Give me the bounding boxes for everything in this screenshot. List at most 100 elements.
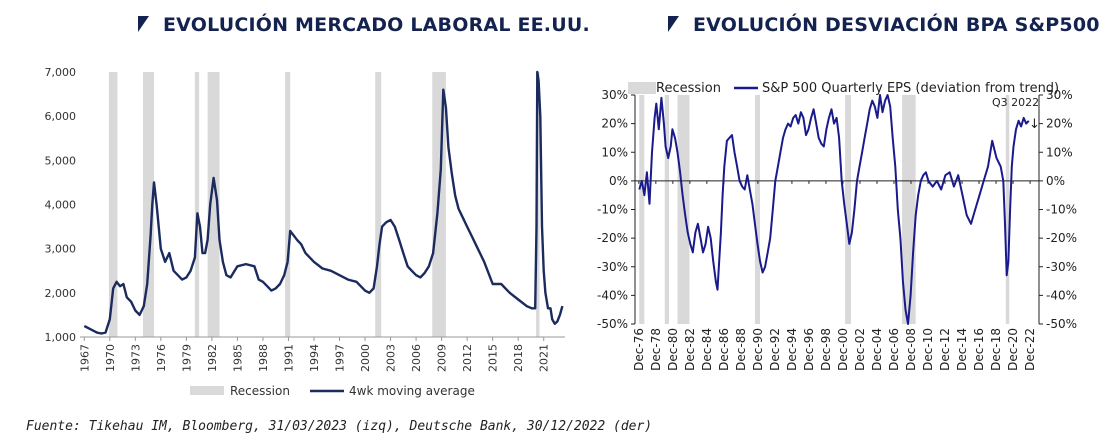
x-tick-label: 2000 — [359, 344, 372, 372]
right-chart: -50% -50% -40% -40% -30% -30% -20% -20% -10% -10%… — [597, 81, 1077, 371]
x-tick-label: 1970 — [104, 344, 117, 372]
x-tick-label: Dec-82 — [683, 328, 697, 371]
x-tick-label: Dec-04 — [870, 328, 884, 371]
x-tick-label: 1973 — [129, 344, 142, 372]
x-tick-label: Dec-78 — [649, 328, 663, 371]
x-tick-label: Dec-02 — [853, 328, 867, 371]
x-tick-label: Dec-90 — [751, 328, 765, 371]
x-tick-label: 1967 — [78, 344, 91, 372]
x-tick-label: Dec-98 — [819, 328, 833, 371]
y-tick-label: 5,000 — [45, 154, 77, 167]
recession-band — [375, 72, 382, 337]
x-tick-label: Dec-12 — [938, 328, 952, 371]
x-tick-label: Dec-76 — [632, 328, 646, 371]
recession-band — [639, 95, 645, 324]
x-tick-label: Dec-86 — [717, 328, 731, 371]
y-tick-label-left: -30% — [597, 260, 628, 274]
y-tick-label: 1,000 — [45, 331, 77, 344]
x-tick-label: Dec-08 — [904, 328, 918, 371]
y-tick-label-right: 0% — [1046, 174, 1065, 188]
y-tick-label: 2,000 — [45, 287, 77, 300]
flag-icon — [138, 16, 149, 32]
flag-icon — [668, 16, 679, 32]
annotation-arrow: ↓ — [1029, 117, 1040, 132]
recession-bands — [639, 95, 1010, 324]
y-tick-label: 6,000 — [45, 110, 77, 123]
y-tick-label-left: 20% — [601, 117, 628, 131]
recession-band — [108, 72, 118, 337]
x-tick-label: 1982 — [206, 344, 219, 372]
legend-recession-label: Recession — [656, 81, 721, 96]
y-tick-label-right: -30% — [1046, 260, 1077, 274]
x-tick-label: 2003 — [385, 344, 398, 372]
x-tick-label: 1976 — [155, 344, 168, 372]
recession-band — [845, 95, 852, 324]
source-note: Fuente: Tikehau IM, Bloomberg, 31/03/202… — [26, 419, 653, 434]
x-tick-label: 2006 — [410, 344, 423, 372]
x-tick-label: Dec-06 — [887, 328, 901, 371]
q3-2022-annotation: Q3 2022 — [992, 96, 1039, 109]
x-tick-label: 1994 — [308, 344, 321, 372]
y-tick-label-left: -10% — [597, 203, 628, 217]
left-title-text: EVOLUCIÓN MERCADO LABORAL EE.UU. — [163, 14, 590, 36]
x-tick-label: 1979 — [180, 344, 193, 372]
y-tick-label-left: -20% — [597, 231, 628, 245]
series-line-group — [83, 70, 564, 335]
recession-band — [754, 95, 761, 324]
x-tick-label: 2021 — [538, 344, 551, 372]
x-tick-label: 2012 — [461, 344, 474, 372]
legend: Recession 4wk moving average — [190, 384, 475, 398]
x-tick-label: Dec-14 — [955, 328, 969, 371]
y-tick-label-left: 10% — [601, 145, 628, 159]
legend-recession-label: Recession — [230, 384, 290, 398]
y-tick-label: 7,000 — [45, 66, 77, 79]
y-tick-label-right: -40% — [1046, 288, 1077, 302]
y-tick-label: 3,000 — [45, 243, 77, 256]
x-tick-label: 2009 — [436, 344, 449, 372]
legend-recession-swatch — [190, 386, 224, 395]
x-tick-label: 1988 — [257, 344, 270, 372]
x-tick-label: Dec-22 — [1023, 328, 1037, 371]
y-tick-label-right: -20% — [1046, 231, 1077, 245]
recession-band — [285, 72, 291, 337]
x-tick-label: Dec-92 — [768, 328, 782, 371]
x-tick-label: 1997 — [334, 344, 347, 372]
y-tick-label-right: -50% — [1046, 317, 1077, 331]
x-tick-label: Dec-18 — [989, 328, 1003, 371]
x-tick-label: 1985 — [231, 344, 244, 372]
right-title-text: EVOLUCIÓN DESVIACIÓN BPA S&P500 — [693, 14, 1100, 36]
x-tick-label: Dec-16 — [972, 328, 986, 371]
y-tick-label-right: 10% — [1046, 145, 1073, 159]
series-line-group — [638, 94, 1030, 325]
y-tick-label-left: 30% — [601, 88, 628, 102]
legend: Recession S&P 500 Quarterly EPS (deviati… — [628, 81, 1059, 96]
x-tick-label: Dec-94 — [785, 328, 799, 371]
recession-bands — [108, 72, 540, 337]
recession-band — [142, 72, 155, 337]
y-tick-label-left: -50% — [597, 317, 628, 331]
recession-band — [1005, 95, 1010, 324]
right-chart-title: EVOLUCIÓN DESVIACIÓN BPA S&P500 — [668, 14, 1100, 36]
x-tick-label: Dec-00 — [836, 328, 850, 371]
left-chart: 1,000 2,000 3,000 4,000 5,000 6,000 7,000 1967 1… — [45, 66, 565, 398]
x-tick-label: Dec-84 — [700, 328, 714, 371]
x-tick-label: Dec-10 — [921, 328, 935, 371]
x-tick-label: Dec-96 — [802, 328, 816, 371]
x-tick-label: 1991 — [282, 344, 295, 372]
y-tick-label-right: 30% — [1046, 88, 1073, 102]
y-tick-label-left: 0% — [609, 174, 628, 188]
recession-band — [194, 72, 200, 337]
y-tick-label: 4,000 — [45, 199, 77, 212]
x-tick-label: 2015 — [487, 344, 500, 372]
x-tick-label: Dec-80 — [666, 328, 680, 371]
series-line — [638, 94, 1030, 325]
axes: -50% -50% -40% -40% -30% -30% -20% -20% -10% -10%… — [597, 88, 1077, 371]
x-tick-label: Dec-20 — [1006, 328, 1020, 371]
x-tick-label: 2018 — [512, 344, 525, 372]
series-line — [83, 70, 564, 335]
legend-series-label: 4wk moving average — [349, 384, 475, 398]
legend-series-label: S&P 500 Quarterly EPS (deviation from tr… — [762, 81, 1059, 96]
left-chart-title: EVOLUCIÓN MERCADO LABORAL EE.UU. — [138, 14, 590, 36]
y-tick-label-right: -10% — [1046, 203, 1077, 217]
axes: 1,000 2,000 3,000 4,000 5,000 6,000 7,000 1967 1… — [45, 66, 565, 372]
